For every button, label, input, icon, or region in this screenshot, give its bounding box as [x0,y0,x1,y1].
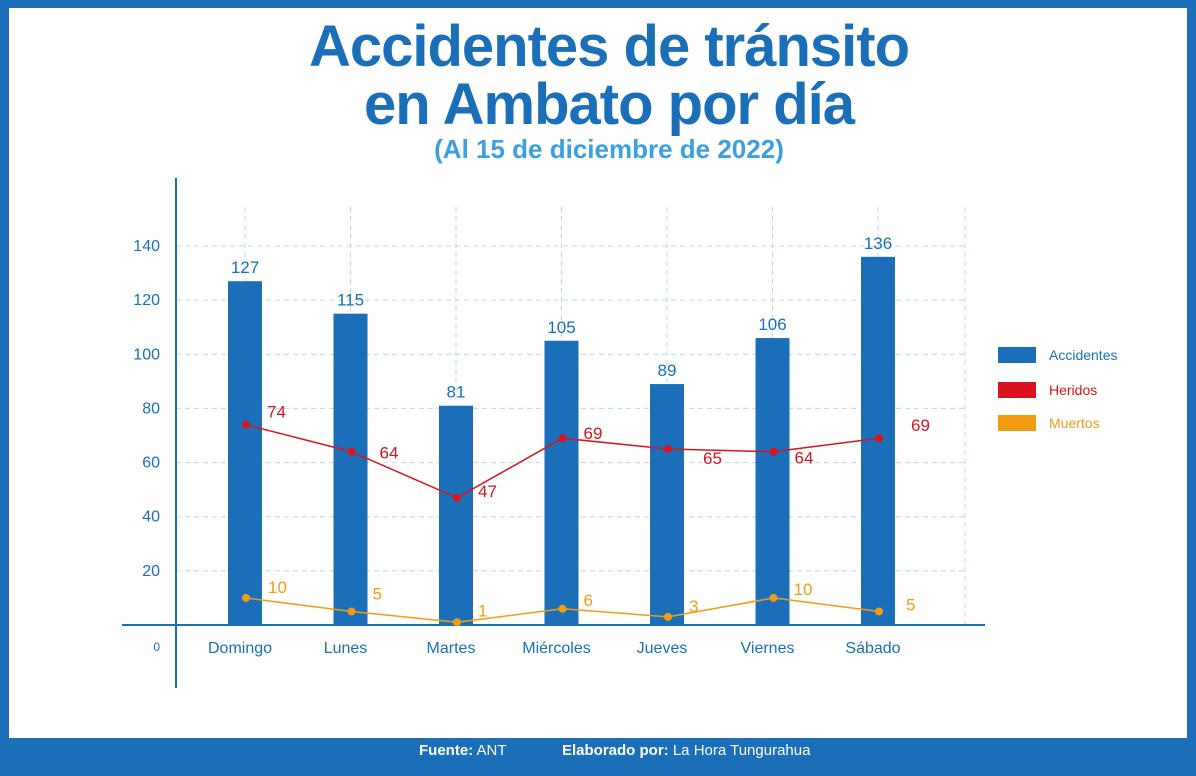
point-muertos [242,593,250,602]
x-tick-label: Lunes [324,640,368,657]
bar-value-label: 115 [337,291,364,310]
bar-accidentes [333,313,368,625]
legend-swatch-heridos [998,382,1036,398]
point-heridos [664,445,672,454]
y-tick-label: 80 [142,400,160,417]
value-label-muertos: 10 [794,580,813,599]
x-tick-label: Viernes [741,640,795,657]
y-tick-label: 20 [142,563,160,580]
bar-accidentes [544,340,579,625]
x-tick-label: Domingo [208,640,272,657]
y-tick-label: 120 [133,292,160,309]
point-muertos [875,607,883,616]
value-label-muertos: 5 [906,595,915,614]
bar-value-label: 89 [658,361,677,380]
point-muertos [558,604,567,613]
footer: Fuente: ANT Elaborado por: La Hora Tungu… [0,738,1196,776]
x-tick-label: Sábado [845,640,900,657]
value-label-muertos: 5 [373,584,382,603]
value-label-heridos: 65 [703,449,722,468]
title-line-1: Accidentes de tránsito [308,14,910,79]
bar-accidentes [650,384,684,625]
point-heridos [875,434,883,443]
legend-swatch-accidentes [998,347,1036,363]
bar-accidentes [439,405,473,625]
y-tick-label: 40 [142,509,160,526]
bar-value-label: 105 [547,318,575,337]
value-label-muertos: 10 [268,578,287,597]
bar-accidentes [755,338,790,625]
bar-value-label: 81 [447,383,466,402]
value-label-heridos: 69 [911,416,930,435]
bar-value-label: 106 [758,315,786,334]
value-label-heridos: 69 [584,424,603,443]
lines [242,420,883,627]
author-label: Elaborado por: [562,742,669,759]
point-heridos [558,434,567,443]
y-tick-label: 60 [142,455,160,472]
point-muertos [453,618,461,627]
author-value: La Hora Tungurahua [672,742,811,759]
author-credit: Elaborado por: La Hora Tungurahua [562,738,810,764]
legend: Accidentes Heridos Muertos [998,347,1117,431]
value-label-muertos: 1 [478,601,487,620]
x-tick-label: Miércoles [522,640,590,657]
legend-label-accidentes: Accidentes [1049,347,1117,363]
source-label: Fuente: [419,742,474,759]
legend-label-muertos: Muertos [1049,415,1100,431]
value-label-heridos: 64 [795,449,814,468]
y-tick-label: 140 [133,238,160,255]
bar-value-label: 127 [231,258,259,277]
point-heridos [347,447,356,456]
bar-value-label: 136 [864,234,892,253]
point-muertos [664,612,672,621]
value-label-heridos: 47 [478,482,497,501]
point-heridos [453,493,461,502]
bar-accidentes [228,281,262,625]
value-label-muertos: 3 [689,597,698,616]
value-label-muertos: 6 [584,591,593,610]
source-credit: Fuente: ANT [419,738,507,764]
point-heridos [769,447,778,456]
value-label-heridos: 64 [380,444,399,463]
chart-title: Accidentes de tránsito en Ambato por día [9,18,1196,134]
y-tick-label: 0 [153,640,160,654]
x-tick-label: Jueves [637,640,688,657]
chart-subtitle: (Al 15 de diciembre de 2022) [434,134,784,164]
x-tick-label: Martes [427,640,476,657]
source-value: ANT [476,742,507,759]
title-line-2: en Ambato por día [364,72,855,137]
point-muertos [769,593,778,602]
point-heridos [242,420,250,429]
chart-panel [9,8,1187,738]
point-muertos [347,607,356,616]
y-tick-label: 100 [133,346,160,363]
legend-swatch-muertos [998,415,1036,431]
value-label-heridos: 74 [267,403,286,422]
legend-label-heridos: Heridos [1049,382,1097,398]
bars-accidentes [228,256,895,625]
